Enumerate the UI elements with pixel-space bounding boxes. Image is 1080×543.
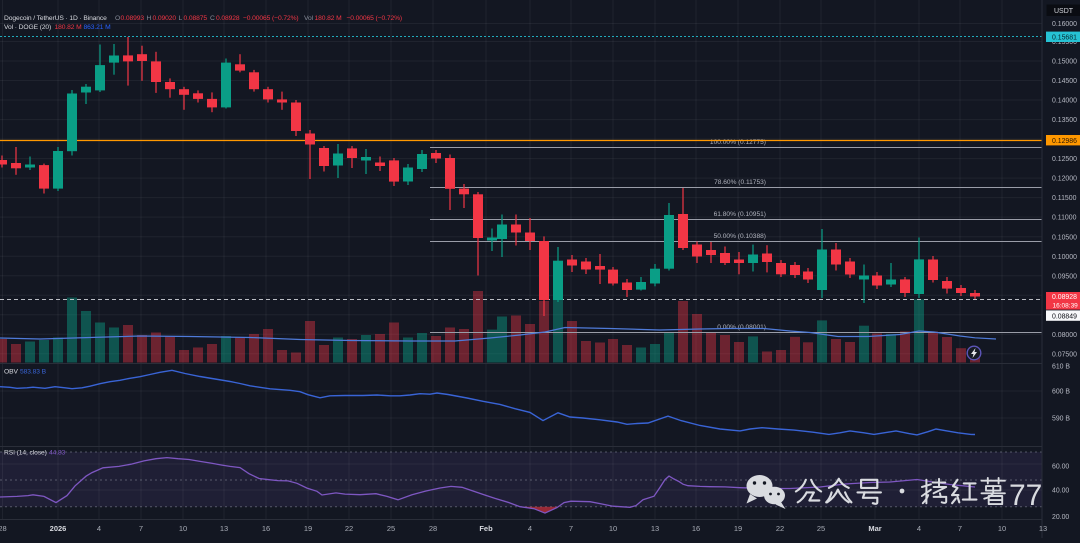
- svg-text:0.15681: 0.15681: [1052, 35, 1077, 42]
- svg-text:7: 7: [139, 524, 143, 533]
- svg-text:25: 25: [817, 524, 825, 533]
- svg-text:28: 28: [429, 524, 437, 533]
- svg-text:0.14500: 0.14500: [1052, 78, 1077, 85]
- svg-text:77: 77: [1009, 479, 1042, 512]
- svg-text:USDT: USDT: [1054, 8, 1074, 15]
- svg-text:50.00% (0.10388): 50.00% (0.10388): [714, 233, 766, 240]
- svg-text:28: 28: [0, 524, 7, 533]
- svg-text:40.00: 40.00: [1052, 488, 1069, 495]
- svg-text:60.00: 60.00: [1052, 464, 1069, 471]
- svg-text:19: 19: [734, 524, 742, 533]
- svg-text:10: 10: [609, 524, 617, 533]
- svg-text:13: 13: [1039, 524, 1047, 533]
- svg-text:0.09500: 0.09500: [1052, 273, 1077, 280]
- svg-text:20.00: 20.00: [1052, 514, 1069, 521]
- svg-text:0.15000: 0.15000: [1052, 59, 1077, 66]
- svg-text:22: 22: [345, 524, 353, 533]
- svg-text:0.08928: 0.08928: [1052, 294, 1077, 301]
- svg-text:10: 10: [179, 524, 187, 533]
- svg-text:0.12986: 0.12986: [1052, 138, 1077, 145]
- svg-text:590 B: 590 B: [1052, 416, 1070, 423]
- svg-text:610 B: 610 B: [1052, 364, 1070, 371]
- svg-text:600 B: 600 B: [1052, 389, 1070, 396]
- svg-text:0.11500: 0.11500: [1052, 195, 1077, 202]
- svg-text:16:08:39: 16:08:39: [1053, 302, 1079, 309]
- svg-text:0.10000: 0.10000: [1052, 254, 1077, 261]
- svg-text:0.11000: 0.11000: [1052, 215, 1077, 222]
- svg-text:13: 13: [220, 524, 228, 533]
- svg-text:4: 4: [528, 524, 532, 533]
- svg-text:25: 25: [387, 524, 395, 533]
- svg-text:19: 19: [304, 524, 312, 533]
- svg-text:13: 13: [651, 524, 659, 533]
- svg-text:4: 4: [917, 524, 921, 533]
- svg-text:0.16000: 0.16000: [1052, 21, 1077, 28]
- svg-text:7: 7: [958, 524, 962, 533]
- svg-text:0.10500: 0.10500: [1052, 234, 1077, 241]
- svg-text:0.13500: 0.13500: [1052, 117, 1077, 124]
- svg-text:61.80% (0.10951): 61.80% (0.10951): [714, 211, 766, 218]
- svg-text:4: 4: [97, 524, 101, 533]
- svg-text:0.12000: 0.12000: [1052, 176, 1077, 183]
- svg-text:2026: 2026: [50, 524, 67, 533]
- svg-text:22: 22: [776, 524, 784, 533]
- svg-text:0.12500: 0.12500: [1052, 156, 1077, 163]
- svg-text:Mar: Mar: [868, 524, 881, 533]
- svg-text:7: 7: [569, 524, 573, 533]
- svg-text:16: 16: [262, 524, 270, 533]
- svg-text:0.14000: 0.14000: [1052, 98, 1077, 105]
- svg-text:0.08000: 0.08000: [1052, 332, 1077, 339]
- svg-text:0.00% (0.08001): 0.00% (0.08001): [717, 324, 766, 331]
- svg-text:16: 16: [692, 524, 700, 533]
- svg-text:0.07500: 0.07500: [1052, 351, 1077, 358]
- svg-text:RSI (14, close)44.83: RSI (14, close)44.83: [4, 450, 66, 457]
- svg-text:78.60% (0.11753): 78.60% (0.11753): [714, 179, 766, 186]
- svg-text:Feb: Feb: [479, 524, 493, 533]
- svg-text:0.08849: 0.08849: [1052, 313, 1077, 320]
- svg-text:10: 10: [998, 524, 1006, 533]
